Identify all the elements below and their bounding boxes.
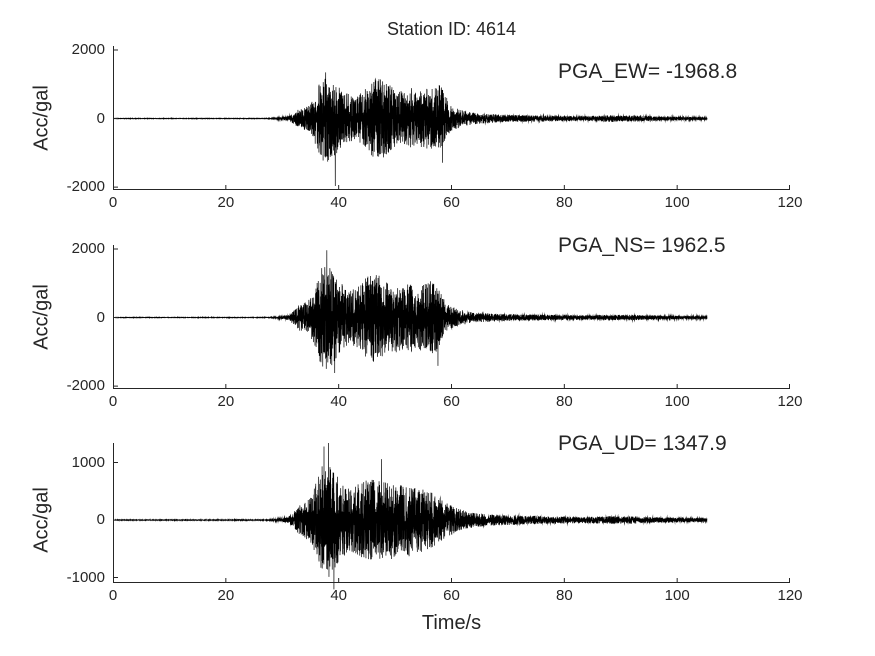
x-tick-label: 60: [443, 393, 460, 410]
x-tick-label: 120: [777, 393, 803, 410]
y-tick-label: 0: [96, 511, 105, 529]
x-tick-label: 120: [777, 587, 803, 604]
y-tick-label: 0: [96, 308, 105, 326]
x-tick-label: 20: [217, 587, 235, 604]
x-tick-label: 80: [555, 393, 573, 410]
y-tick-label: -1000: [66, 568, 105, 586]
y-tick-label: 2000: [71, 40, 105, 58]
y-tick-label: 1000: [71, 453, 105, 471]
x-tick-label: 20: [217, 194, 235, 211]
y-tick-label: -2000: [66, 178, 105, 196]
waveform-canvas-ns: [113, 245, 790, 403]
x-tick-label: 20: [217, 393, 235, 410]
x-tick-label: 40: [330, 587, 347, 604]
y-tick-label: -2000: [66, 377, 105, 395]
x-tick-label: 40: [330, 393, 347, 410]
x-tick-label: 100: [664, 393, 690, 410]
x-tick-label: 40: [330, 194, 347, 211]
x-tick-label: 60: [443, 194, 460, 211]
x-tick-label: 0: [108, 393, 118, 410]
x-tick-label: 0: [108, 194, 118, 211]
x-tick-label: 100: [664, 587, 690, 604]
x-tick-label: 0: [108, 587, 118, 604]
x-tick-label: 80: [555, 194, 573, 211]
waveform-canvas-ud: [113, 443, 790, 597]
y-tick-label: 0: [96, 109, 105, 127]
x-tick-label: 60: [443, 587, 460, 604]
x-tick-label: 100: [664, 194, 690, 211]
y-tick-label: 2000: [71, 239, 105, 257]
waveform-canvas-ew: [113, 46, 790, 204]
x-axis-label: Time/s: [421, 612, 482, 634]
figure-title: Station ID: 4614: [386, 19, 517, 39]
x-tick-label: 80: [555, 587, 573, 604]
x-tick-label: 120: [777, 194, 803, 211]
